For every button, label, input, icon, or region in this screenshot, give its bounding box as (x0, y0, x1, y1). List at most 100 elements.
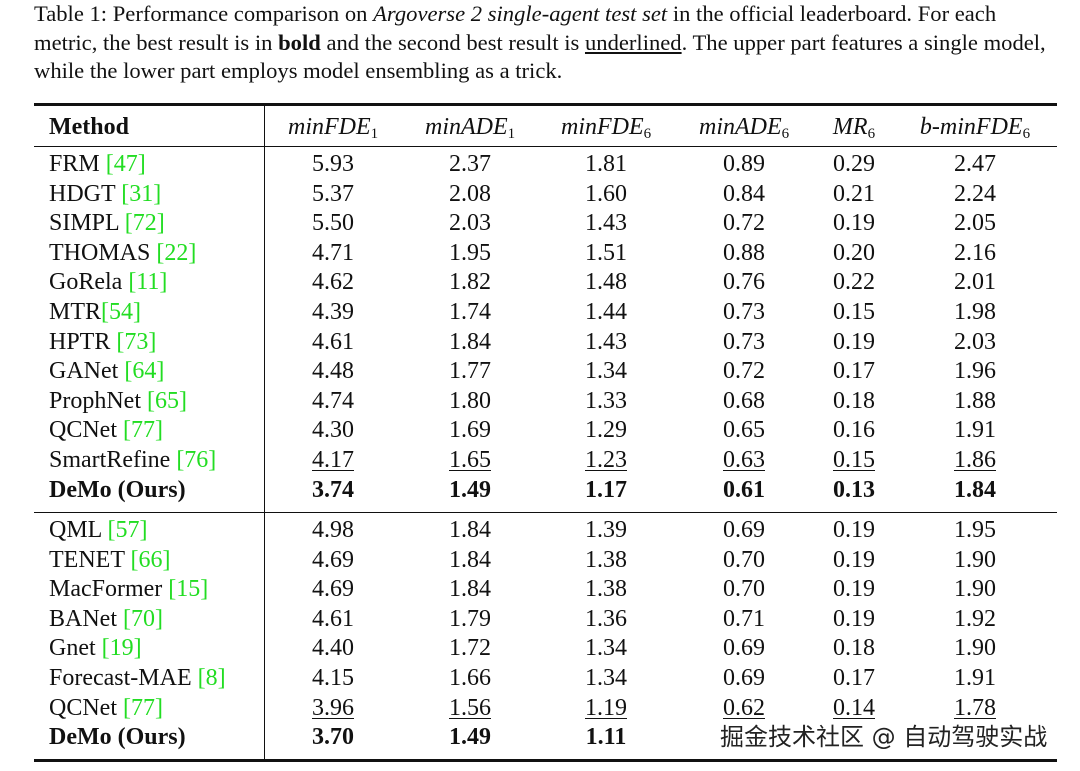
value-cell: 1.19 (585, 694, 627, 721)
citation-link[interactable]: [22] (156, 239, 197, 266)
value-cell: 5.37 (312, 180, 354, 207)
value-cell: 0.65 (723, 417, 765, 444)
method-cell: SIMPL [72] (49, 210, 165, 237)
value-cell: 1.17 (585, 476, 627, 503)
value-cell: 5.50 (312, 210, 354, 237)
value-cell: 1.95 (954, 517, 996, 543)
value-cell: 0.21 (833, 180, 875, 207)
value-cell: 4.69 (312, 546, 354, 573)
value-cell: 2.16 (954, 239, 996, 266)
citation-link[interactable]: [72] (124, 210, 165, 237)
method-cell: ProphNet [65] (49, 387, 187, 414)
value-cell: 2.03 (449, 210, 491, 237)
value-cell: 4.17 (312, 447, 354, 473)
header-metric: minADE6 (699, 114, 790, 142)
value-cell: 4.98 (312, 517, 354, 543)
citation-link[interactable]: [57] (107, 517, 148, 543)
value-cell: 4.48 (312, 358, 354, 385)
value-cell: 0.19 (833, 605, 875, 632)
header-metric: minFDE6 (561, 114, 652, 142)
value-cell: 1.44 (585, 299, 627, 325)
value-cell: 4.69 (312, 576, 354, 603)
value-cell: 0.69 (723, 665, 765, 691)
method-cell: MTR[54] (49, 299, 141, 325)
value-cell: 1.79 (449, 605, 491, 632)
value-cell: 1.96 (954, 358, 996, 385)
value-cell: 0.18 (833, 387, 875, 414)
value-cell: 4.61 (312, 605, 354, 632)
citation-link[interactable]: [76] (176, 447, 217, 473)
value-cell: 0.73 (723, 328, 765, 355)
value-cell: 0.61 (723, 476, 765, 503)
citation-link[interactable]: [77] (123, 694, 163, 721)
value-cell: 0.15 (833, 299, 875, 325)
method-column-divider (264, 104, 266, 759)
top-rule (34, 103, 1057, 106)
value-cell: 0.29 (833, 151, 875, 177)
value-cell: 5.93 (312, 151, 354, 177)
value-cell: 2.01 (954, 269, 996, 296)
value-cell: 0.69 (723, 517, 765, 543)
value-cell: 2.24 (954, 180, 996, 207)
value-cell: 1.38 (585, 546, 627, 573)
value-cell: 1.77 (449, 358, 491, 385)
value-cell: 1.74 (449, 299, 491, 325)
citation-link[interactable]: [54] (101, 299, 141, 325)
value-cell: 3.74 (312, 476, 354, 503)
value-cell: 0.16 (833, 417, 875, 444)
value-cell: 0.19 (833, 210, 875, 237)
value-cell: 0.17 (833, 358, 875, 385)
value-cell: 1.92 (954, 605, 996, 632)
table-row: HPTR [73] 4.61 1.84 1.43 0.73 0.19 2.03 (0, 328, 1080, 358)
table-row: QCNet [77] 4.30 1.69 1.29 0.65 0.16 1.91 (0, 416, 1080, 446)
value-cell: 2.37 (449, 151, 491, 177)
value-cell: 3.96 (312, 694, 354, 721)
citation-link[interactable]: [73] (116, 328, 157, 355)
citation-link[interactable]: [70] (123, 605, 163, 632)
value-cell: 1.34 (585, 635, 627, 662)
value-cell: 0.72 (723, 210, 765, 237)
table-row: MTR[54] 4.39 1.74 1.44 0.73 0.15 1.98 (0, 298, 1080, 328)
value-cell: 2.05 (954, 210, 996, 237)
value-cell: 1.60 (585, 180, 627, 207)
citation-link[interactable]: [64] (124, 358, 165, 385)
value-cell: 1.80 (449, 387, 491, 414)
value-cell: 0.72 (723, 358, 765, 385)
value-cell: 1.84 (449, 517, 491, 543)
citation-link[interactable]: [47] (105, 151, 146, 177)
citation-link[interactable]: [15] (168, 576, 209, 603)
citation-link[interactable]: [65] (147, 387, 187, 414)
value-cell: 0.19 (833, 546, 875, 573)
citation-link[interactable]: [8] (197, 665, 226, 691)
method-cell: QML [57] (49, 517, 148, 543)
citation-link[interactable]: [77] (123, 417, 163, 444)
value-cell: 0.73 (723, 299, 765, 325)
table-row: Gnet [19] 4.40 1.72 1.34 0.69 0.18 1.90 (0, 634, 1080, 664)
value-cell: 1.98 (954, 299, 996, 325)
value-cell: 1.86 (954, 447, 996, 473)
table-row: THOMAS [22] 4.71 1.95 1.51 0.88 0.20 2.16 (0, 239, 1080, 269)
method-cell: QCNet [77] (49, 417, 163, 444)
method-cell: Gnet [19] (49, 635, 142, 662)
method-cell: THOMAS [22] (49, 239, 197, 266)
value-cell: 1.65 (449, 447, 491, 473)
value-cell: 0.71 (723, 605, 765, 632)
citation-link[interactable]: [31] (121, 180, 162, 207)
table-row: BANet [70] 4.61 1.79 1.36 0.71 0.19 1.92 (0, 605, 1080, 635)
value-cell: 1.39 (585, 517, 627, 543)
header-rule (34, 146, 1057, 148)
value-cell: 1.38 (585, 576, 627, 603)
citation-link[interactable]: [19] (101, 635, 142, 662)
citation-link[interactable]: [66] (130, 546, 171, 573)
value-cell: 1.36 (585, 605, 627, 632)
citation-link[interactable]: [11] (128, 269, 168, 296)
table-row: SIMPL [72] 5.50 2.03 1.43 0.72 0.19 2.05 (0, 209, 1080, 239)
header-metric: b-minFDE6 (919, 114, 1031, 142)
header-metric: MR6 (832, 114, 876, 142)
value-cell: 0.76 (723, 269, 765, 296)
value-cell: 0.88 (723, 239, 765, 266)
table-row: QML [57] 4.98 1.84 1.39 0.69 0.19 1.95 (0, 516, 1080, 546)
value-cell: 0.68 (723, 387, 765, 414)
value-cell: 0.14 (833, 694, 875, 721)
bottom-rule (34, 759, 1057, 762)
